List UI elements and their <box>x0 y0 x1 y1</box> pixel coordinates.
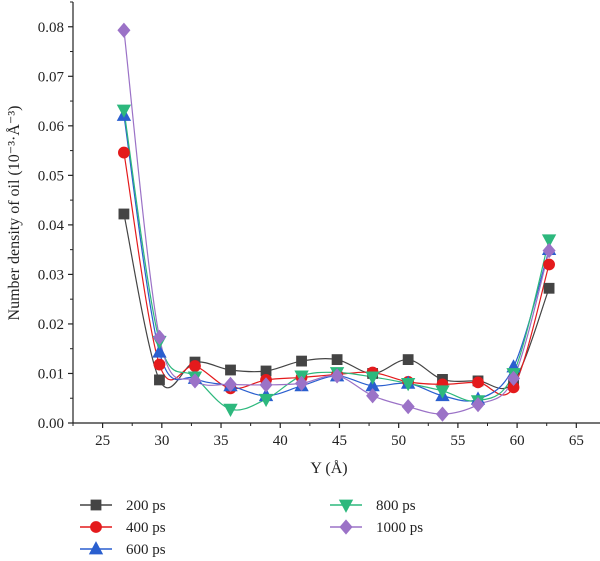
x-tick-label: 60 <box>510 433 525 449</box>
data-point <box>543 282 555 294</box>
data-point <box>117 22 131 38</box>
y-tick-label: 0.06 <box>38 119 65 135</box>
legend-swatch-marker <box>338 499 354 513</box>
x-tick-label: 25 <box>95 433 110 449</box>
y-tick-label: 0.05 <box>38 168 64 184</box>
data-point <box>365 371 380 385</box>
y-tick-label: 0.01 <box>38 366 64 382</box>
data-point <box>116 104 132 118</box>
x-tick-label: 40 <box>273 433 288 449</box>
legend-swatch-marker <box>88 541 104 555</box>
x-tick-label: 35 <box>214 433 229 449</box>
data-point <box>225 364 236 376</box>
plot-frame-group <box>72 2 600 424</box>
data-point <box>330 368 344 384</box>
data-point <box>188 373 202 389</box>
data-point <box>543 258 555 271</box>
legend-item: 1000 ps <box>330 519 423 536</box>
data-point <box>366 388 380 404</box>
legend-item: 800 ps <box>330 498 416 514</box>
x-tick-label: 30 <box>154 433 169 449</box>
legend-label: 600 ps <box>126 542 166 558</box>
y-tick-label: 0.00 <box>38 416 64 432</box>
data-point <box>541 234 557 248</box>
data-point <box>152 344 167 358</box>
legend-item: 200 ps <box>80 498 166 514</box>
data-point <box>189 360 201 372</box>
data-point <box>258 393 274 408</box>
legend-label: 1000 ps <box>376 520 423 536</box>
x-tick-label: 65 <box>569 433 584 449</box>
data-point <box>542 243 556 259</box>
legend-label: 400 ps <box>126 520 166 536</box>
data-point <box>435 385 450 399</box>
y-tick-label: 0.04 <box>38 218 65 234</box>
data-point <box>507 370 521 387</box>
data-point <box>152 329 166 345</box>
data-point <box>118 146 130 159</box>
x-axis-title: Y (Å) <box>310 459 347 477</box>
data-point <box>400 377 416 392</box>
y-tick-label: 0.07 <box>38 69 65 85</box>
y-tick-label: 0.02 <box>38 317 64 333</box>
x-ticks: 25 30 35 40 45 50 55 60 65 <box>72 423 584 449</box>
data-point <box>472 376 484 389</box>
series-markers <box>116 22 557 422</box>
legend-label: 200 ps <box>126 498 166 514</box>
series-line-3 <box>123 109 550 411</box>
legend-swatch-marker <box>90 499 102 511</box>
data-point <box>118 208 130 220</box>
legend-item: 600 ps <box>80 541 166 558</box>
data-point <box>435 406 450 422</box>
legend: 200 ps 400 ps 600 ps 800 ps 1000 ps <box>80 498 423 558</box>
data-point <box>402 354 414 366</box>
legend-item: 400 ps <box>80 520 166 536</box>
y-ticks: 0.00 0.01 0.02 0.03 0.04 0.05 0.06 0.07 0.08 <box>38 1 73 432</box>
x-tick-label: 50 <box>391 433 406 449</box>
x-tick-label: 45 <box>332 433 347 449</box>
data-point <box>331 354 343 366</box>
data-point <box>259 377 273 393</box>
data-point <box>401 399 415 415</box>
y-axis-title: Number density of oil (10⁻³·Å⁻³) <box>5 106 23 321</box>
data-point <box>153 358 166 371</box>
data-point <box>223 403 238 417</box>
data-point <box>154 374 165 386</box>
data-point <box>223 376 238 392</box>
y-tick-label: 0.03 <box>38 267 64 283</box>
data-point <box>295 375 309 391</box>
x-tick-label: 55 <box>450 433 465 449</box>
y-tick-label: 0.08 <box>38 20 64 36</box>
data-point <box>296 355 307 367</box>
legend-swatch-marker <box>339 519 353 535</box>
legend-label: 800 ps <box>376 498 416 514</box>
legend-swatch-marker <box>90 521 102 533</box>
data-point <box>471 397 485 413</box>
